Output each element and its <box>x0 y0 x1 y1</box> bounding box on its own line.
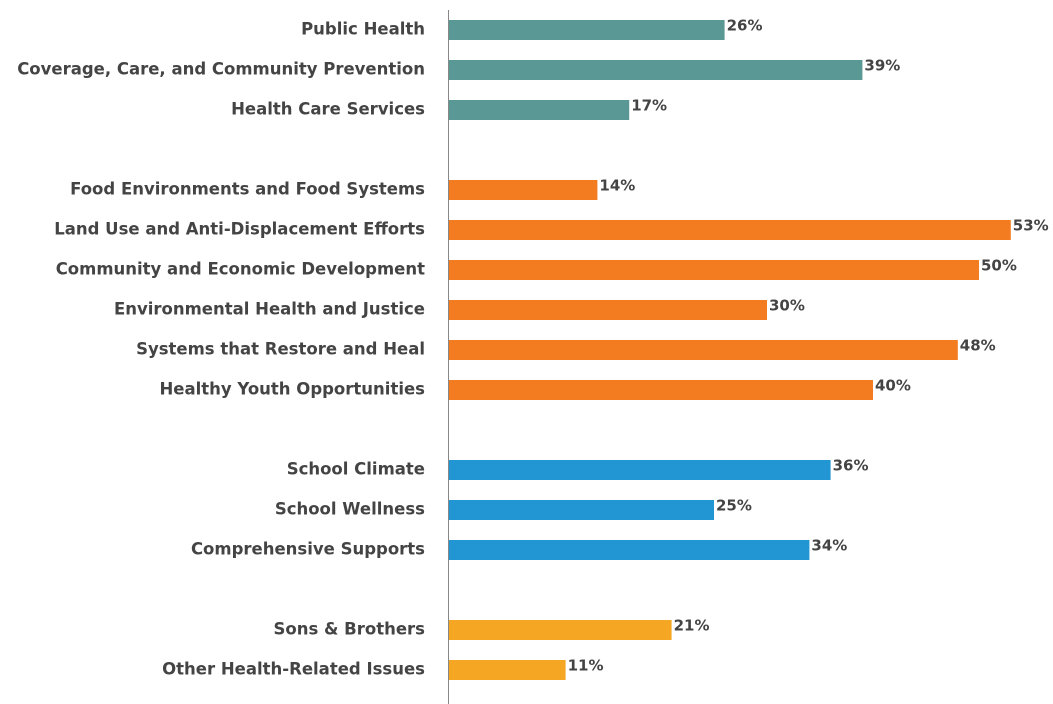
bar <box>449 300 767 320</box>
value-label: 50% <box>981 257 1017 275</box>
value-label: 11% <box>568 657 604 675</box>
category-label: Health Care Services <box>231 100 425 119</box>
category-label: Sons & Brothers <box>274 620 426 639</box>
bar <box>449 620 672 640</box>
bar <box>449 60 863 80</box>
value-label: 40% <box>875 377 911 395</box>
value-label: 30% <box>769 297 805 315</box>
category-label: Food Environments and Food Systems <box>70 180 425 199</box>
bar <box>449 100 630 120</box>
category-label: Environmental Health and Justice <box>114 300 425 319</box>
bar <box>449 260 979 280</box>
value-label: 14% <box>599 177 635 195</box>
value-label: 17% <box>631 97 667 115</box>
bar <box>449 660 566 680</box>
category-label: School Climate <box>287 460 425 479</box>
value-label: 21% <box>674 617 710 635</box>
category-label: Other Health-Related Issues <box>162 660 425 679</box>
value-label: 36% <box>833 457 869 475</box>
category-label: Land Use and Anti-Displacement Efforts <box>54 220 425 239</box>
category-label: Community and Economic Development <box>56 260 425 279</box>
category-label: Coverage, Care, and Community Prevention <box>17 60 425 79</box>
value-label: 26% <box>727 17 763 35</box>
value-label: 48% <box>960 337 996 355</box>
value-label: 53% <box>1013 217 1049 235</box>
category-label: School Wellness <box>275 500 425 519</box>
value-label: 25% <box>716 497 752 515</box>
value-label: 39% <box>864 57 900 75</box>
value-label: 34% <box>811 537 847 555</box>
bar <box>449 20 725 40</box>
bar <box>449 540 810 560</box>
bar <box>449 500 714 520</box>
category-label: Public Health <box>301 20 425 39</box>
category-label: Systems that Restore and Heal <box>136 340 425 359</box>
bar <box>449 340 958 360</box>
bar <box>449 180 598 200</box>
bar <box>449 460 831 480</box>
bar <box>449 380 873 400</box>
category-label: Comprehensive Supports <box>191 540 425 559</box>
category-label: Healthy Youth Opportunities <box>159 380 425 399</box>
bar <box>449 220 1011 240</box>
